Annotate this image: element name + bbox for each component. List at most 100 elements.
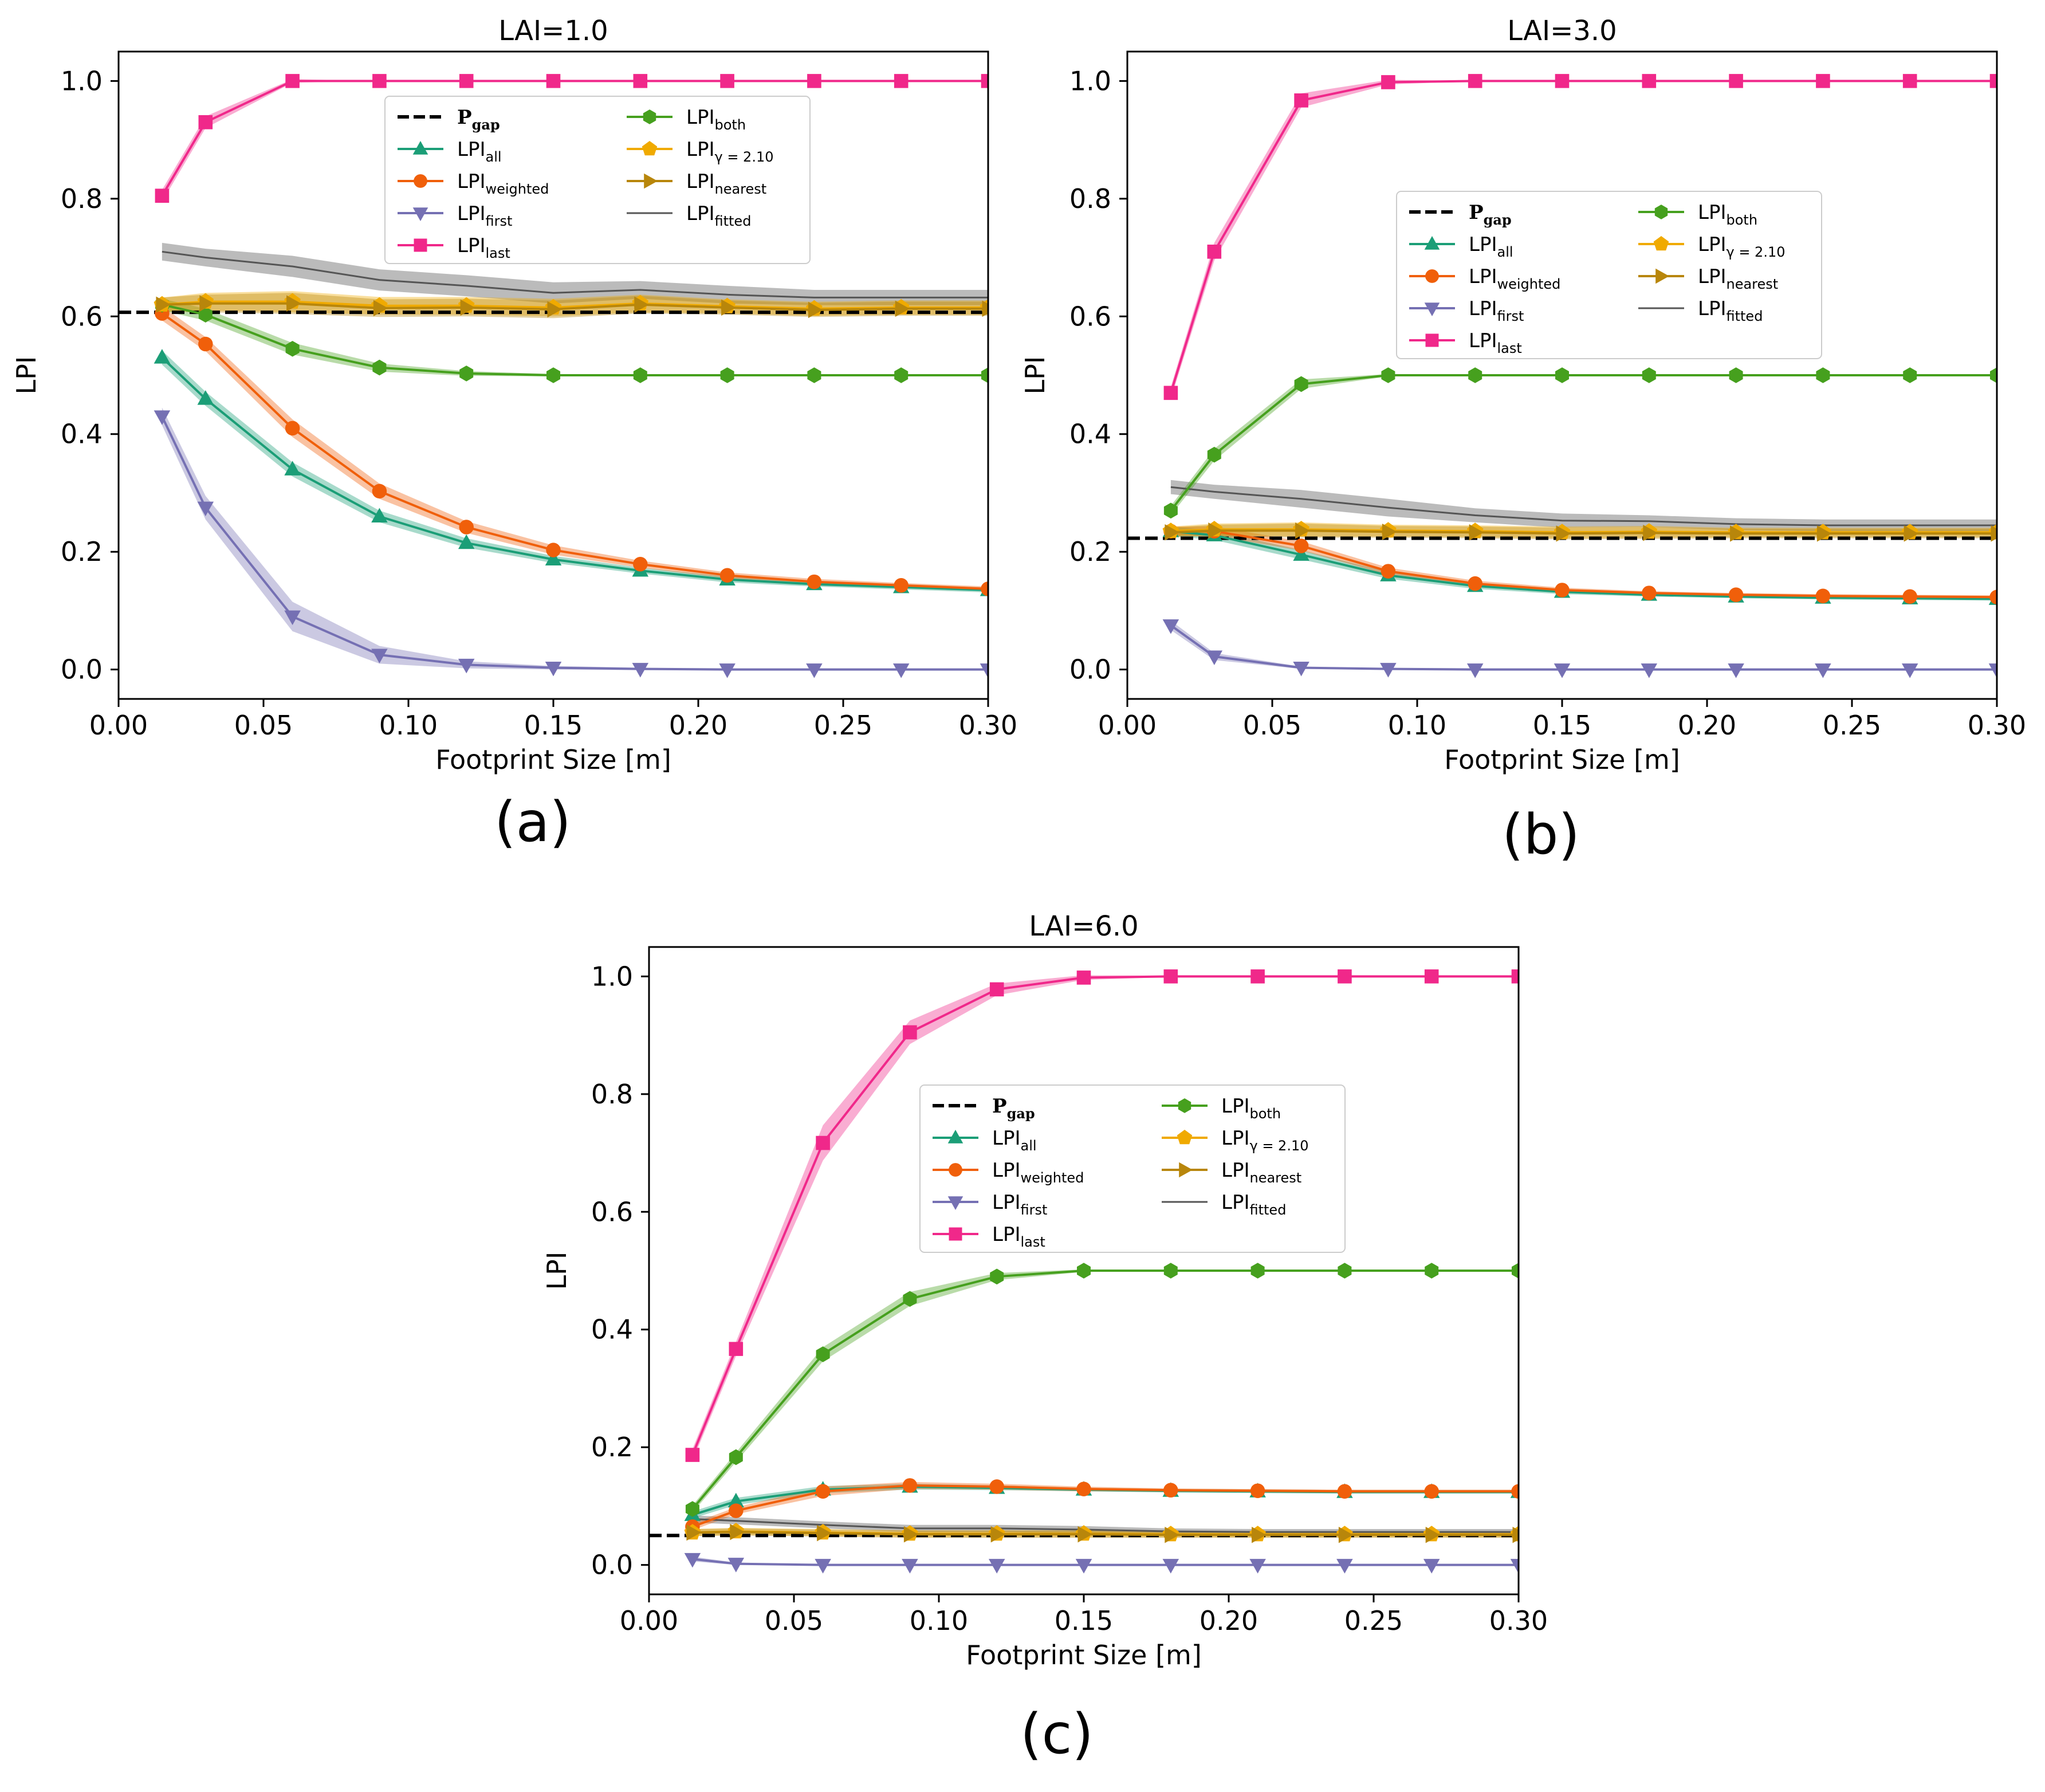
x-tick-label: 0.05 bbox=[1243, 710, 1301, 741]
data-point-last bbox=[1250, 969, 1265, 984]
x-tick-label: 0.20 bbox=[669, 710, 727, 741]
legend-label-gamma: LPIγ = 2.10 bbox=[1221, 1127, 1309, 1154]
legend-label-last: LPIlast bbox=[1469, 329, 1522, 356]
legend-item-pgap: Pgap bbox=[1409, 201, 1512, 228]
legend-item-both: LPIboth bbox=[1162, 1095, 1281, 1122]
y-tick-label: 1.0 bbox=[591, 961, 633, 992]
legend-item-gamma: LPIγ = 2.10 bbox=[1638, 233, 1786, 260]
data-point-both bbox=[372, 359, 387, 376]
data-point-last bbox=[1989, 74, 1997, 88]
x-tick-label: 0.20 bbox=[1678, 710, 1736, 741]
data-point-first bbox=[892, 663, 910, 678]
legend-marker-first bbox=[412, 207, 428, 221]
data-point-weighted bbox=[719, 568, 735, 583]
data-point-nearest bbox=[817, 1524, 832, 1542]
x-tick-label: 0.10 bbox=[1388, 710, 1446, 741]
legend-marker-last bbox=[414, 238, 427, 252]
data-point-first bbox=[371, 649, 388, 663]
legend-marker-nearest bbox=[1179, 1162, 1193, 1178]
x-tick-label: 0.05 bbox=[234, 710, 293, 741]
series-line-fitted bbox=[1170, 486, 1997, 526]
y-tick-label: 0.2 bbox=[591, 1432, 633, 1463]
data-point-first bbox=[902, 1559, 918, 1574]
legend-marker-first bbox=[947, 1196, 963, 1210]
panel-c: LAI=6.0 0.00 0.05 0.10 0.15 0.20 0.25 0.30 0.0 0.… bbox=[541, 910, 1548, 1671]
data-point-weighted bbox=[1902, 589, 1917, 604]
y-axis-label: LPI bbox=[11, 356, 42, 395]
legend-frame bbox=[384, 96, 811, 264]
data-point-last bbox=[198, 115, 213, 129]
plot-area bbox=[119, 74, 988, 678]
data-point-nearest bbox=[721, 299, 736, 316]
legend-item-fitted: LPIfitted bbox=[627, 202, 751, 229]
data-point-nearest bbox=[1556, 525, 1571, 542]
legend-label-last: LPIlast bbox=[992, 1223, 1045, 1250]
data-point-all bbox=[727, 1492, 745, 1508]
data-point-weighted bbox=[1815, 588, 1831, 603]
data-point-first bbox=[1988, 663, 1997, 678]
y-tick-label: 0.4 bbox=[591, 1314, 633, 1345]
data-point-both bbox=[807, 367, 821, 383]
data-point-both bbox=[1512, 1263, 1519, 1279]
data-point-nearest bbox=[1338, 1526, 1354, 1543]
data-point-both bbox=[1207, 446, 1221, 463]
legend-label-all: LPIall bbox=[1469, 233, 1513, 260]
data-point-first bbox=[980, 663, 988, 678]
data-point-nearest bbox=[373, 300, 388, 317]
data-point-nearest bbox=[1252, 1526, 1267, 1543]
band-weighted bbox=[1170, 526, 1997, 599]
legend-label-gamma: LPIγ = 2.10 bbox=[1698, 233, 1786, 260]
legend-item-all: LPIall bbox=[1409, 233, 1513, 260]
data-point-both bbox=[1338, 1263, 1352, 1279]
legend-item-first: LPIfirst bbox=[1409, 297, 1524, 324]
data-point-last bbox=[1902, 74, 1917, 88]
x-tick-label: 0.30 bbox=[1489, 1605, 1548, 1636]
y-tick-label: 1.0 bbox=[1069, 65, 1111, 96]
data-point-nearest bbox=[895, 300, 910, 317]
data-point-weighted bbox=[372, 484, 387, 499]
legend-frame bbox=[1396, 191, 1822, 359]
data-point-nearest bbox=[156, 296, 171, 313]
legend-label-first: LPIfirst bbox=[992, 1191, 1047, 1218]
legend-label-both: LPIboth bbox=[1698, 201, 1757, 228]
data-point-first bbox=[1336, 1559, 1353, 1574]
data-point-last bbox=[1163, 969, 1178, 984]
data-point-weighted bbox=[198, 336, 213, 352]
data-point-first bbox=[284, 610, 301, 626]
data-point-both bbox=[685, 1501, 699, 1517]
x-tick-label: 0.15 bbox=[1533, 710, 1591, 741]
chart-title: LAI=1.0 bbox=[498, 15, 608, 47]
x-axis-label: Footprint Size [m] bbox=[966, 1640, 1202, 1671]
data-point-all bbox=[545, 551, 562, 566]
legend-label-both: LPIboth bbox=[1221, 1095, 1281, 1122]
legend-label-first: LPIfirst bbox=[1469, 297, 1524, 324]
legend-label-all: LPIall bbox=[992, 1127, 1037, 1154]
x-axis-label: Footprint Size [m] bbox=[1444, 744, 1680, 775]
data-point-last bbox=[1076, 970, 1091, 985]
data-point-nearest bbox=[634, 296, 649, 313]
legend-marker-weighted bbox=[1425, 269, 1439, 283]
data-point-last bbox=[1207, 244, 1222, 259]
data-point-nearest bbox=[1816, 525, 1832, 542]
legend-item-weighted: LPIweighted bbox=[1409, 265, 1560, 292]
data-point-last bbox=[1294, 93, 1308, 108]
y-tick-label: 0.4 bbox=[61, 419, 103, 450]
x-tick-label: 0.10 bbox=[379, 710, 438, 741]
legend: Pgap LPIall LPIweighted LPIfirst LPIlast LPIb… bbox=[1396, 191, 1822, 359]
data-point-weighted bbox=[1337, 1484, 1352, 1499]
series-line-fitted bbox=[162, 250, 988, 298]
legend-marker-both bbox=[1654, 205, 1668, 219]
data-point-both bbox=[990, 1268, 1004, 1285]
data-point-first bbox=[1728, 663, 1744, 678]
x-tick-label: 0.25 bbox=[814, 710, 872, 741]
legend-marker-gamma bbox=[1177, 1130, 1193, 1145]
y-tick-label: 1.0 bbox=[61, 65, 103, 96]
data-point-both bbox=[894, 367, 909, 383]
legend-marker-first bbox=[1424, 302, 1440, 316]
data-point-both bbox=[285, 341, 300, 357]
data-point-last bbox=[729, 1342, 744, 1356]
data-point-all bbox=[197, 390, 214, 405]
legend-label-weighted: LPIweighted bbox=[1469, 265, 1560, 292]
legend-item-last: LPIlast bbox=[933, 1223, 1045, 1250]
